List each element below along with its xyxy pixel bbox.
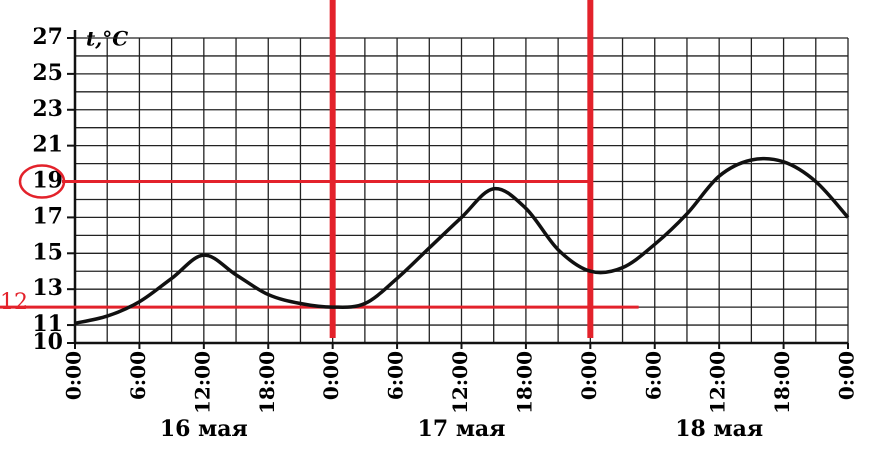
x-tick-label: 0:00 xyxy=(577,351,601,400)
temperature-line xyxy=(74,156,850,325)
highlight-label: 12 xyxy=(0,290,28,315)
x-tick-label: 12:00 xyxy=(190,351,214,414)
highlight-circle xyxy=(18,164,66,199)
x-tick-label: 6:00 xyxy=(126,351,150,400)
x-tick-label: 18:00 xyxy=(770,351,794,414)
y-tick-label: 27 xyxy=(32,24,63,50)
x-tick-label: 0:00 xyxy=(835,351,859,400)
x-tick-label: 18:00 xyxy=(255,351,279,414)
y-tick-label: 11 xyxy=(32,311,63,337)
x-tick-label: 18:00 xyxy=(512,351,536,414)
day-label: 17 мая xyxy=(418,416,506,442)
y-tick-label: 15 xyxy=(32,239,63,265)
y-tick-label: 23 xyxy=(32,96,63,122)
y-tick-label: 21 xyxy=(32,132,63,158)
y-tick-label: 13 xyxy=(32,275,63,301)
x-tick-label: 0:00 xyxy=(319,351,343,400)
x-tick-label: 0:00 xyxy=(62,351,86,400)
x-tick-label: 6:00 xyxy=(384,351,408,400)
day-label: 16 мая xyxy=(160,416,248,442)
x-tick-label: 12:00 xyxy=(448,351,472,414)
y-tick-label: 17 xyxy=(32,203,63,229)
y-tick-label: 10 xyxy=(32,329,63,355)
x-tick-label: 6:00 xyxy=(641,351,665,400)
y-tick-label: 25 xyxy=(32,60,63,86)
day-label: 18 мая xyxy=(675,416,763,442)
x-tick-label: 12:00 xyxy=(706,351,730,414)
